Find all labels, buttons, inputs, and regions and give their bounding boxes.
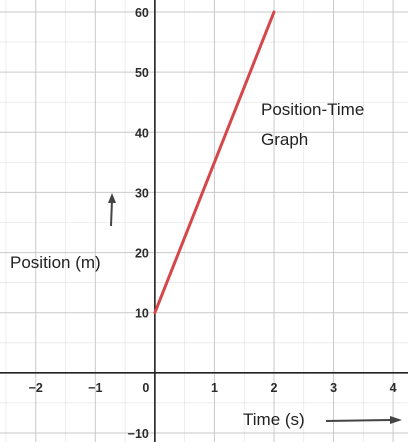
y-tick-label: −10 — [128, 427, 149, 441]
x-direction-arrow-icon — [325, 416, 402, 424]
annotation-arrows — [108, 193, 402, 424]
y-tick-label: 40 — [135, 126, 149, 140]
annotations: Position-Time Graph Position (m) Time (s… — [10, 100, 364, 429]
chart-title-line-2: Graph — [261, 130, 308, 149]
x-tick-label: −1 — [88, 381, 102, 395]
x-tick-label: 3 — [330, 381, 337, 395]
x-tick-label: 2 — [271, 381, 278, 395]
x-tick-label: 1 — [211, 381, 218, 395]
chart-title-line-1: Position-Time — [261, 100, 364, 119]
y-tick-label: 30 — [135, 186, 149, 200]
x-tick-label: 0 — [142, 381, 149, 395]
series-line-0 — [153, 10, 276, 315]
y-tick-label: 50 — [135, 66, 149, 80]
y-axis-label: Position (m) — [10, 253, 101, 272]
y-tick-label: 20 — [135, 247, 149, 261]
x-tick-label: 4 — [390, 381, 397, 395]
y-tick-label: 60 — [135, 6, 149, 20]
x-axis-label: Time (s) — [243, 410, 305, 429]
y-direction-arrow-icon — [108, 193, 116, 227]
data-series — [153, 10, 276, 315]
y-tick-label: 10 — [135, 307, 149, 321]
x-tick-label: −2 — [29, 381, 43, 395]
